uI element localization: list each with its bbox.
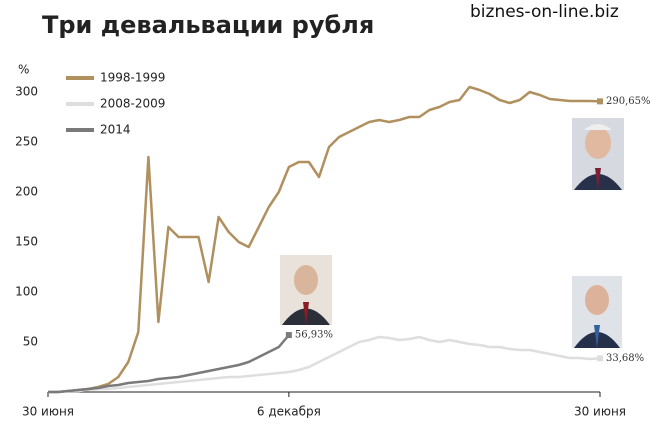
value-label: 290,65% [606, 96, 651, 107]
y-tick-label: 200 [15, 185, 38, 199]
y-tick-label: 250 [15, 135, 38, 149]
value-label: 33,68% [606, 353, 644, 364]
value-label: 56,93% [295, 330, 333, 341]
x-tick-label: 6 декабря [257, 405, 321, 419]
watermark: biznes-on-line.biz [470, 2, 619, 22]
legend-label: 2008-2009 [100, 97, 165, 111]
chart-title: Три девальвации рубля [42, 11, 374, 39]
series-line [48, 334, 290, 394]
legend-label: 1998-1999 [100, 71, 165, 85]
y-tick-label: 300 [15, 85, 38, 99]
photo-yeltsin [572, 118, 624, 190]
photo-putin [280, 255, 332, 325]
y-tick-label: 150 [15, 235, 38, 249]
y-axis-label: % [18, 63, 29, 77]
end-marker [285, 332, 292, 339]
legend-label: 2014 [100, 123, 131, 137]
y-tick-label: 100 [15, 285, 38, 299]
end-marker [597, 355, 603, 362]
series-line [48, 85, 601, 394]
y-tick-label: 50 [23, 335, 38, 349]
x-tick-label: 30 июня [22, 405, 74, 419]
end-marker [597, 98, 603, 105]
x-tick-label: 30 июня [574, 405, 626, 419]
photo-medvedev [572, 276, 622, 348]
series-line [48, 335, 601, 394]
